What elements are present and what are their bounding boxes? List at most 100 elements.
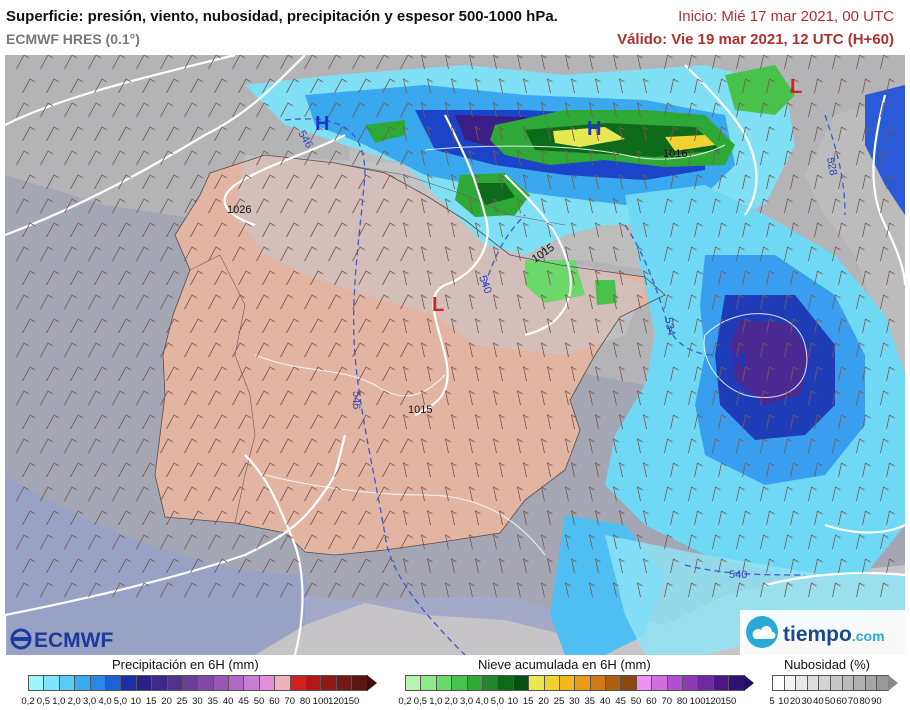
wind-barb — [570, 78, 577, 94]
wind-barb — [636, 438, 643, 454]
wind-barb — [64, 486, 78, 502]
wind-barb — [334, 174, 348, 190]
wind-barb — [358, 126, 372, 142]
wind-barb — [208, 102, 222, 118]
wind-barb — [310, 558, 324, 574]
wind-barb — [426, 126, 433, 142]
wind-barb — [664, 486, 673, 502]
wind-barb — [400, 55, 414, 70]
wind-barb — [594, 222, 601, 238]
wind-barb — [238, 414, 252, 430]
wind-barb — [760, 438, 769, 454]
wind-barb — [832, 486, 841, 502]
wind-barb — [310, 174, 324, 190]
wind-barb — [718, 174, 727, 190]
wind-barb — [862, 270, 871, 286]
wind-barb — [784, 486, 793, 502]
wind-barb — [214, 462, 228, 478]
wind-barb — [588, 294, 595, 310]
wind-barb — [718, 558, 727, 574]
wind-barb — [426, 222, 433, 238]
scale-swatch — [712, 675, 730, 691]
wind-barb — [814, 270, 823, 286]
scale-tick-label: 30 — [569, 696, 580, 707]
wind-barb — [402, 318, 409, 334]
scale-swatch — [89, 675, 106, 691]
wind-barb — [540, 390, 547, 406]
wind-barb — [522, 510, 529, 526]
wind-barb — [790, 462, 799, 478]
scale-tick-label: 2,0 — [67, 696, 81, 707]
scale-swatch — [651, 675, 668, 691]
wind-barb — [232, 198, 246, 214]
snow-east — [595, 280, 617, 305]
wind-barb — [262, 126, 276, 142]
wind-barb — [328, 486, 342, 502]
wind-barb — [712, 582, 721, 598]
wind-barb — [790, 414, 799, 430]
wind-barb — [808, 150, 817, 166]
wind-barb — [742, 174, 751, 190]
wind-barb — [694, 222, 703, 238]
wind-barb — [664, 342, 673, 358]
weather-map: H H H L L 1026 1015 1015 1016 546 540 53… — [5, 55, 905, 655]
wind-barb — [838, 318, 847, 334]
ecmwf-logo-text: ECMWF — [34, 629, 113, 652]
wind-barb — [88, 438, 102, 454]
wind-barb — [468, 294, 475, 310]
wind-barb — [694, 462, 703, 478]
wind-barb — [16, 55, 30, 70]
wind-barb — [880, 342, 889, 358]
wind-barb — [444, 534, 451, 550]
wind-barb — [420, 342, 427, 358]
wind-barb — [160, 246, 174, 262]
wind-barb — [142, 462, 156, 478]
valid-time: Válido: Vie 19 mar 2021, 12 UTC (H+60) — [617, 31, 894, 48]
wind-barb — [184, 198, 198, 214]
wind-barb — [184, 342, 198, 358]
wind-barb — [400, 534, 414, 550]
wind-barb — [238, 126, 252, 142]
wind-barb — [880, 582, 889, 598]
wind-barb — [238, 462, 252, 478]
wind-barb — [444, 438, 451, 454]
wind-barb — [618, 174, 625, 190]
wind-barb — [450, 222, 457, 238]
wind-barb — [280, 294, 294, 310]
wind-barb — [636, 198, 643, 214]
wind-barb — [718, 462, 727, 478]
wind-barb — [304, 342, 318, 358]
scale-tick-label: 10 — [507, 696, 519, 707]
wind-barb — [88, 198, 102, 214]
wind-barb — [832, 150, 841, 166]
wind-barb — [184, 438, 198, 454]
wind-barb — [190, 270, 204, 286]
precip-italy — [865, 85, 905, 215]
wind-barb — [420, 582, 427, 598]
wind-barb — [402, 222, 409, 238]
wind-barb — [492, 102, 499, 118]
wind-barb — [310, 414, 324, 430]
wind-barb — [468, 486, 475, 502]
wind-barb — [256, 342, 270, 358]
wind-barb — [444, 294, 451, 310]
wind-barb — [112, 438, 126, 454]
wind-barb — [262, 414, 276, 430]
wind-barb — [832, 102, 841, 118]
wind-barb — [564, 342, 571, 358]
wind-barb — [142, 78, 156, 94]
wind-barb — [46, 510, 60, 526]
init-time: Inicio: Mié 17 mar 2021, 00 UTC — [678, 8, 894, 25]
wind-barb — [214, 414, 228, 430]
scale-tick-label: 3,0 — [459, 696, 474, 707]
wind-barb — [232, 55, 246, 70]
wind-barb — [136, 534, 150, 550]
wind-barb — [808, 390, 817, 406]
wind-barb — [670, 126, 679, 142]
wind-barb — [238, 366, 252, 382]
wind-barb — [694, 174, 703, 190]
scale-tick-label: 4,0 — [98, 696, 112, 707]
wind-barb — [160, 55, 174, 70]
snow-pyrenees-yellow-2 — [665, 135, 715, 151]
wind-barb — [358, 558, 372, 574]
